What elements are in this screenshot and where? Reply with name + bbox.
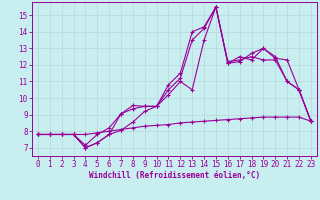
X-axis label: Windchill (Refroidissement éolien,°C): Windchill (Refroidissement éolien,°C) bbox=[89, 171, 260, 180]
